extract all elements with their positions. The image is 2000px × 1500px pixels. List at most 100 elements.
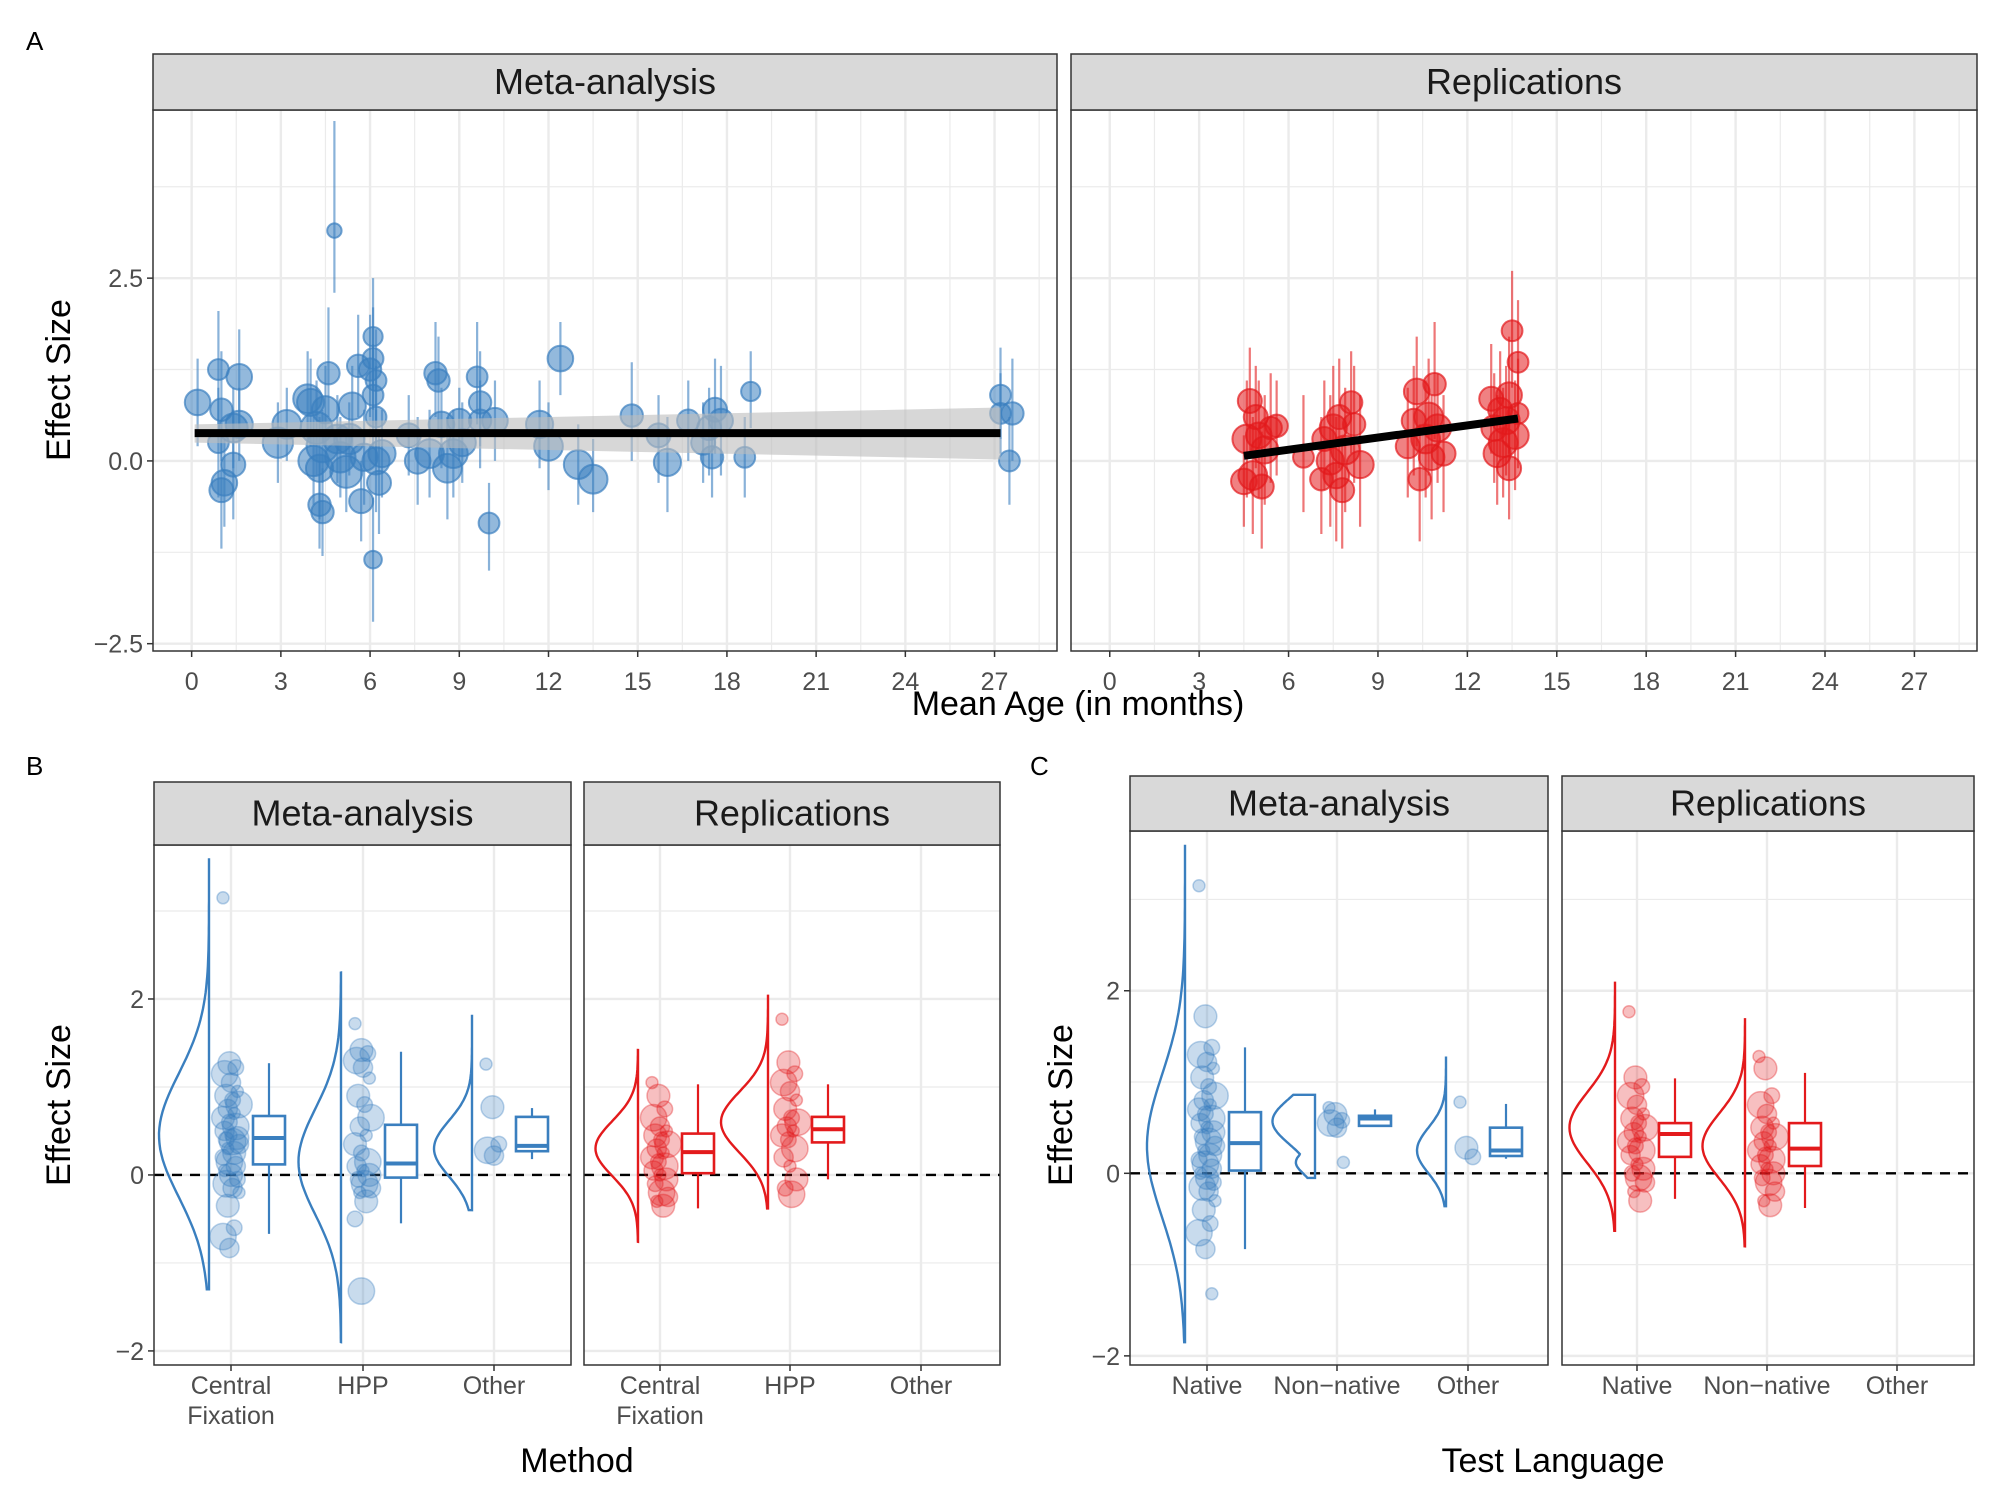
data-point [210, 1059, 239, 1088]
data-point [225, 1155, 247, 1177]
y-tick-label: −2 [115, 1338, 144, 1366]
strip-label-replications-a: Replications [1426, 61, 1622, 102]
panel-letter-b: B [26, 751, 43, 781]
data-point [1764, 1181, 1786, 1202]
data-point [1761, 1161, 1786, 1186]
data-point [645, 1075, 659, 1090]
data-point [1192, 879, 1206, 893]
data-point [1763, 1087, 1781, 1105]
data-point [326, 222, 343, 239]
facet-strip [152, 53, 1058, 111]
data-point [349, 1037, 374, 1063]
data-point [225, 1090, 253, 1119]
data-point [359, 1044, 377, 1063]
facet-strip [1070, 53, 1978, 111]
x-tick-label: Fixation [187, 1402, 275, 1430]
data-point [220, 1113, 238, 1131]
facet-meta-analysis-a: 0 3 6 9 12 15 18 21 24 27 [152, 53, 1058, 696]
data-point [224, 1091, 242, 1109]
x-axis-title-c: Test Language [1441, 1442, 1664, 1480]
data-point [1756, 1146, 1774, 1164]
strip-label-meta-analysis-b: Meta-analysis [251, 793, 473, 834]
data-point [998, 449, 1021, 473]
data-point [354, 1189, 379, 1214]
x-tick-label: Fixation [616, 1402, 704, 1430]
x-tick-label: 3 [1192, 668, 1206, 696]
data-point [1201, 1081, 1229, 1110]
y-tick-label: 2.5 [108, 265, 143, 293]
data-point [779, 1131, 797, 1149]
data-point [1630, 1114, 1648, 1132]
data-point [1248, 473, 1275, 500]
y-tick-label: 0.0 [108, 448, 143, 476]
data-point [1623, 1121, 1645, 1143]
data-point [342, 1046, 371, 1075]
data-point [652, 447, 683, 477]
data-point [1193, 1166, 1208, 1181]
data-point [217, 1051, 242, 1076]
data-point [353, 1147, 382, 1176]
x-tick-label: Central [620, 1372, 701, 1400]
data-point [776, 1050, 801, 1075]
facet-replications-c: Native Non−native Other [1561, 775, 1975, 1400]
x-tick-label: 18 [713, 668, 741, 696]
data-point [649, 1153, 667, 1171]
data-point [1188, 1173, 1217, 1201]
x-tick-label: Native [1172, 1372, 1243, 1400]
data-point [353, 1185, 367, 1200]
data-point [1630, 1157, 1644, 1171]
x-tick-label: 27 [1901, 668, 1929, 696]
data-point [228, 1170, 246, 1188]
x-tick-label: 18 [1632, 668, 1660, 696]
x-tick-label: 6 [363, 668, 377, 696]
data-point [219, 1237, 240, 1259]
panel-c-test-language: Native Non−native Other Native Non−native Ot… [1042, 775, 1975, 1480]
data-point [1323, 1101, 1348, 1127]
data-point [479, 1057, 493, 1071]
data-point [546, 344, 575, 373]
data-point [352, 1057, 374, 1078]
data-point [362, 326, 384, 348]
data-point [218, 1162, 244, 1188]
data-point [1191, 1150, 1220, 1179]
data-point [209, 1222, 237, 1251]
data-point [1208, 1193, 1222, 1208]
data-point [225, 363, 254, 391]
data-point [1190, 1151, 1208, 1169]
data-point [1200, 1078, 1218, 1096]
x-tick-label: 24 [1811, 668, 1839, 696]
box-iqr [1657, 1121, 1693, 1159]
data-point [1206, 1061, 1221, 1076]
data-point [783, 1109, 801, 1127]
plot-background [1130, 831, 1548, 1365]
data-point [1193, 1004, 1218, 1029]
data-point [1185, 1218, 1213, 1247]
facet-strip [1561, 775, 1975, 832]
y-tick-label: 0 [130, 1162, 144, 1190]
x-tick-label: Other [463, 1372, 526, 1400]
facet-strip [153, 781, 572, 846]
data-point [1746, 1090, 1775, 1119]
data-point [1198, 1181, 1219, 1202]
data-point [1341, 412, 1367, 437]
data-point [646, 1175, 664, 1193]
data-point [1760, 1161, 1774, 1176]
data-point [784, 1167, 809, 1192]
data-point [349, 1116, 371, 1137]
plot-background [153, 110, 1057, 651]
strip-label-meta-analysis-c: Meta-analysis [1228, 783, 1450, 824]
data-point [1196, 1105, 1214, 1123]
data-point [1197, 1104, 1226, 1133]
data-point [1624, 1163, 1653, 1192]
data-point [740, 380, 762, 403]
data-point [647, 1178, 676, 1207]
data-point [228, 1133, 250, 1155]
data-point [651, 1193, 676, 1218]
data-point [1753, 1169, 1771, 1187]
strip-label-replications-c: Replications [1670, 783, 1866, 824]
data-point [1194, 1127, 1223, 1156]
data-point [786, 1065, 804, 1083]
data-point [776, 1179, 794, 1197]
regression-line [1243, 414, 1519, 460]
